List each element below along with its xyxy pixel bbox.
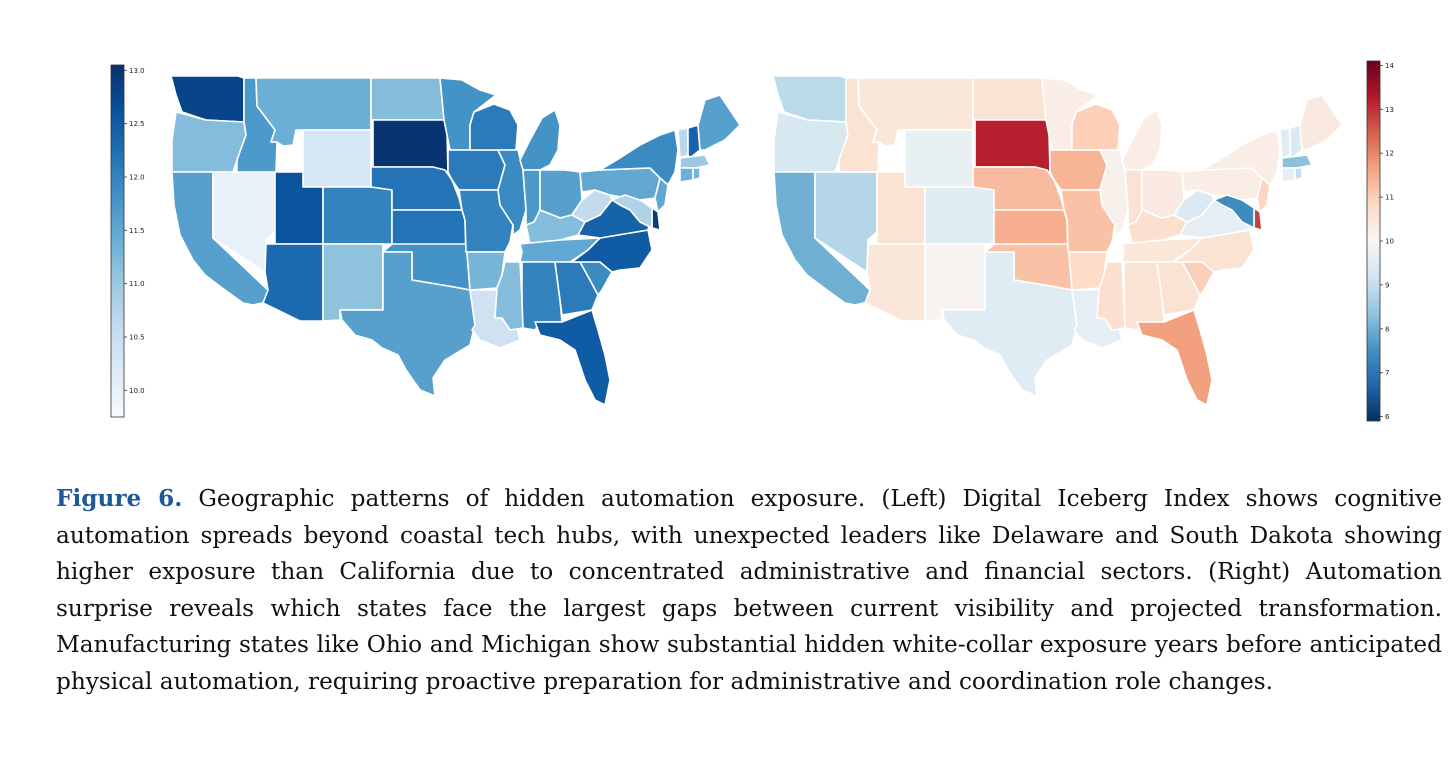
cbar-right-tick-label: 6 [1385, 413, 1390, 421]
cbar-right-tick: 10 [1380, 238, 1394, 246]
cbar-left-tick: 11.0 [124, 280, 145, 288]
right-state-co [924, 186, 995, 245]
right-state-sd [974, 119, 1051, 173]
right-state-ny [1201, 129, 1281, 186]
left-state-md [611, 194, 653, 229]
figure-6-maps: 10.0 10.5 11.0 11.5 12.0 12.5 13.0 6 7 8 9 10 11 12 1… [110, 60, 1394, 422]
left-state-ia [447, 149, 506, 191]
cbar-right-tick-label: 7 [1385, 369, 1389, 377]
left-state-vt [677, 127, 689, 159]
right-state-wi [1071, 103, 1121, 151]
cbar-right-tick: 8 [1380, 325, 1389, 333]
left-state-nd [370, 77, 445, 121]
right-state-mi [1121, 109, 1163, 171]
left-state-tx [339, 251, 476, 397]
right-state-tx [941, 251, 1078, 397]
right-state-vt [1279, 127, 1291, 159]
cbar-right-tick-label: 9 [1385, 281, 1389, 289]
left-state-wy [302, 129, 372, 188]
cbar-left-tick-label: 10.5 [129, 334, 145, 342]
left-state-mi [519, 109, 561, 171]
cbar-right-tick: 7 [1380, 369, 1389, 377]
cbar-right-tick: 13 [1380, 106, 1394, 114]
cbar-left-gradient [110, 64, 125, 418]
right-state-nj [1256, 177, 1271, 213]
left-state-wi [469, 103, 519, 151]
colorbar-right: 6 7 8 9 10 11 12 13 14 [1366, 60, 1394, 422]
right-state-ia [1049, 149, 1108, 191]
colorbar-left: 10.0 10.5 11.0 11.5 12.0 12.5 13.0 [110, 64, 145, 418]
digital-iceberg-map [170, 75, 741, 406]
cbar-left-tick-label: 11.5 [129, 227, 145, 235]
cbar-left-tick: 10.0 [124, 387, 145, 395]
left-state-co [322, 186, 393, 245]
right-state-or [773, 111, 849, 173]
left-state-ny [599, 129, 679, 186]
cbar-right-tick-label: 12 [1385, 150, 1394, 158]
cbar-left-tick: 12.5 [124, 120, 145, 128]
right-state-nc [1173, 229, 1255, 273]
cbar-left-tick: 11.5 [124, 227, 145, 235]
cbar-left-tick: 12.0 [124, 174, 145, 182]
right-state-wy [904, 129, 974, 188]
left-state-nh [687, 124, 701, 159]
left-state-nj [654, 177, 669, 213]
cbar-right-tick: 12 [1380, 150, 1394, 158]
right-state-fl [1136, 309, 1213, 406]
left-state-fl [534, 309, 611, 406]
right-state-nd [972, 77, 1047, 121]
cbar-right-tick-label: 10 [1385, 238, 1394, 246]
left-state-sd [372, 119, 449, 173]
cbar-left-tick-label: 10.0 [129, 387, 145, 395]
left-state-ma [679, 154, 711, 169]
cbar-right-tick-label: 14 [1385, 62, 1394, 70]
cbar-right-tick: 14 [1380, 62, 1394, 70]
cbar-left-tick-label: 12.0 [129, 174, 145, 182]
cbar-left-tick-label: 12.5 [129, 120, 145, 128]
right-state-nh [1289, 124, 1303, 159]
cbar-right-tick: 11 [1380, 194, 1394, 202]
left-state-me [697, 94, 741, 151]
left-state-az [262, 243, 324, 322]
caption-text: Geographic patterns of hidden automation… [56, 485, 1443, 695]
left-state-ct [679, 167, 694, 183]
figure-label: Figure 6. [56, 485, 183, 512]
cbar-right-gradient [1366, 60, 1381, 422]
left-state-ri [692, 167, 701, 181]
automation-surprise-map [772, 75, 1343, 406]
right-state-ma [1281, 154, 1313, 169]
cbar-right-tick: 6 [1380, 413, 1390, 421]
left-state-or [171, 111, 247, 173]
cbar-left-tick: 10.5 [124, 334, 145, 342]
cbar-right-tick: 9 [1380, 281, 1389, 289]
right-state-ct [1281, 167, 1296, 183]
figure-caption: Figure 6. Geographic patterns of hidden … [56, 481, 1442, 701]
cbar-left-tick-label: 11.0 [129, 280, 145, 288]
cbar-right-tick-label: 8 [1385, 325, 1389, 333]
cbar-right-tick-label: 11 [1385, 194, 1394, 202]
right-state-me [1299, 94, 1343, 151]
right-state-az [864, 243, 926, 322]
right-state-ri [1294, 167, 1303, 181]
left-state-nc [571, 229, 653, 273]
maps-canvas: 10.0 10.5 11.0 11.5 12.0 12.5 13.0 6 7 8 9 10 11 12 1… [110, 60, 1394, 422]
cbar-right-tick-label: 13 [1385, 106, 1394, 114]
right-state-md [1213, 194, 1255, 229]
cbar-left-tick: 13.0 [124, 67, 145, 75]
cbar-left-tick-label: 13.0 [129, 67, 145, 75]
